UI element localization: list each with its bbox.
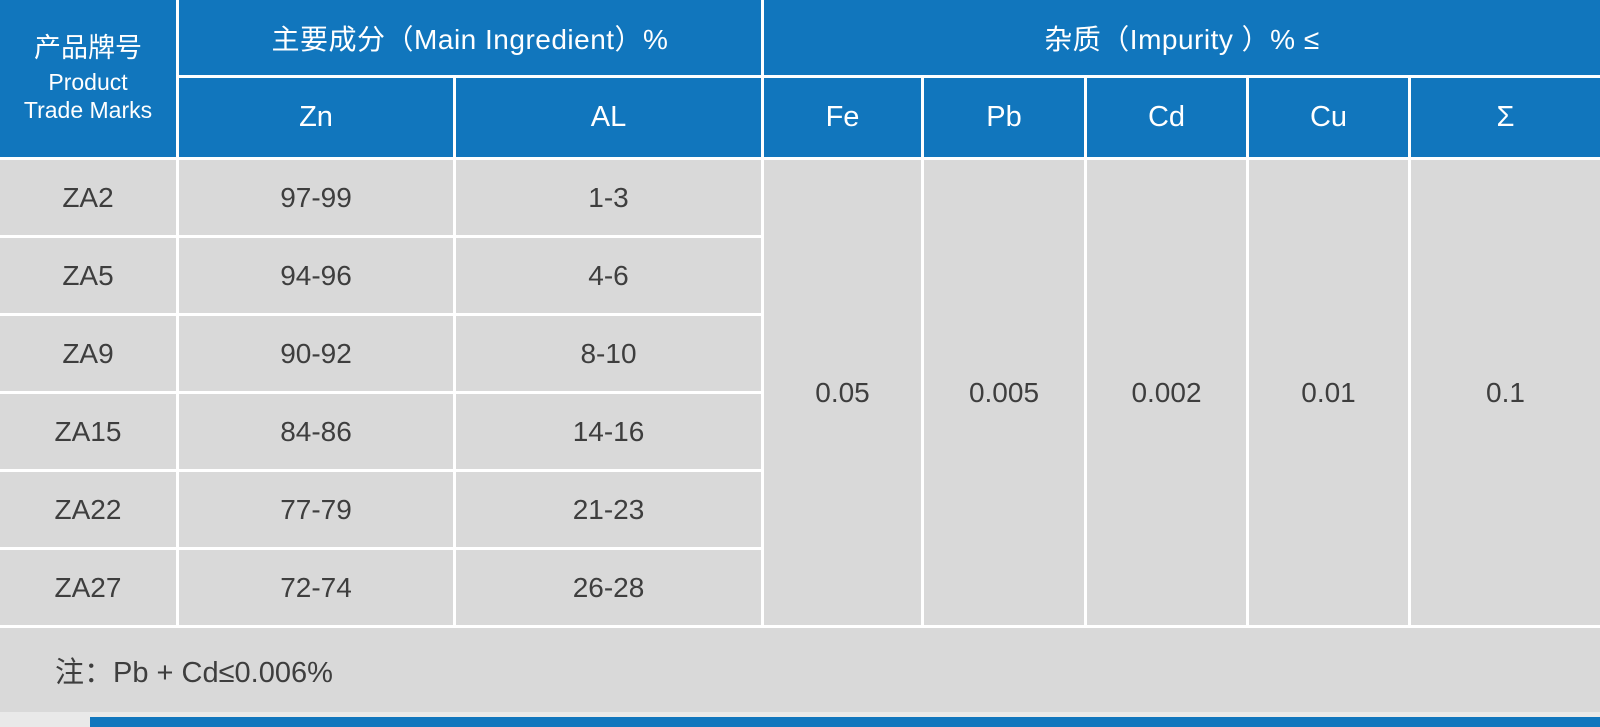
- zn-za15: 84-86: [179, 394, 453, 469]
- limit-cu: 0.01: [1249, 160, 1408, 625]
- al-za5: 4-6: [456, 238, 761, 313]
- header-main-ingredient-group: 主要成分（Main Ingredient）%: [179, 0, 761, 75]
- zn-za5: 94-96: [179, 238, 453, 313]
- zn-za9: 90-92: [179, 316, 453, 391]
- header-col-zn: Zn: [179, 78, 453, 157]
- header-col-cu: Cu: [1249, 78, 1408, 157]
- header-product-trade-marks: 产品牌号 Product Trade Marks: [0, 0, 176, 157]
- limit-cd: 0.002: [1087, 160, 1246, 625]
- limit-pb: 0.005: [924, 160, 1084, 625]
- footnote: 注：Pb + Cd≤0.006%: [0, 628, 1600, 712]
- al-za2: 1-3: [456, 160, 761, 235]
- al-za22: 21-23: [456, 472, 761, 547]
- grade-za27: ZA27: [0, 550, 176, 625]
- zn-za2: 97-99: [179, 160, 453, 235]
- footer-strip: [0, 712, 1600, 727]
- grade-za15: ZA15: [0, 394, 176, 469]
- header-col-sum: Σ: [1411, 78, 1600, 157]
- header-product-en2: Trade Marks: [23, 97, 153, 124]
- grade-za9: ZA9: [0, 316, 176, 391]
- zn-za27: 72-74: [179, 550, 453, 625]
- header-col-cd: Cd: [1087, 78, 1246, 157]
- grade-za5: ZA5: [0, 238, 176, 313]
- alloy-spec-table: 产品牌号 Product Trade Marks 主要成分（Main Ingre…: [0, 0, 1600, 712]
- al-za9: 8-10: [456, 316, 761, 391]
- header-impurity-group: 杂质（Impurity ）% ≤: [764, 0, 1600, 75]
- limit-fe: 0.05: [764, 160, 921, 625]
- header-col-al: AL: [456, 78, 761, 157]
- header-product-cn: 产品牌号: [34, 32, 142, 63]
- header-col-pb: Pb: [924, 78, 1084, 157]
- header-col-fe: Fe: [764, 78, 921, 157]
- grade-za22: ZA22: [0, 472, 176, 547]
- al-za27: 26-28: [456, 550, 761, 625]
- grade-za2: ZA2: [0, 160, 176, 235]
- al-za15: 14-16: [456, 394, 761, 469]
- limit-sum: 0.1: [1411, 160, 1600, 625]
- footer-accent-bar: [90, 717, 1600, 727]
- header-product-en1: Product: [48, 68, 128, 95]
- zn-za22: 77-79: [179, 472, 453, 547]
